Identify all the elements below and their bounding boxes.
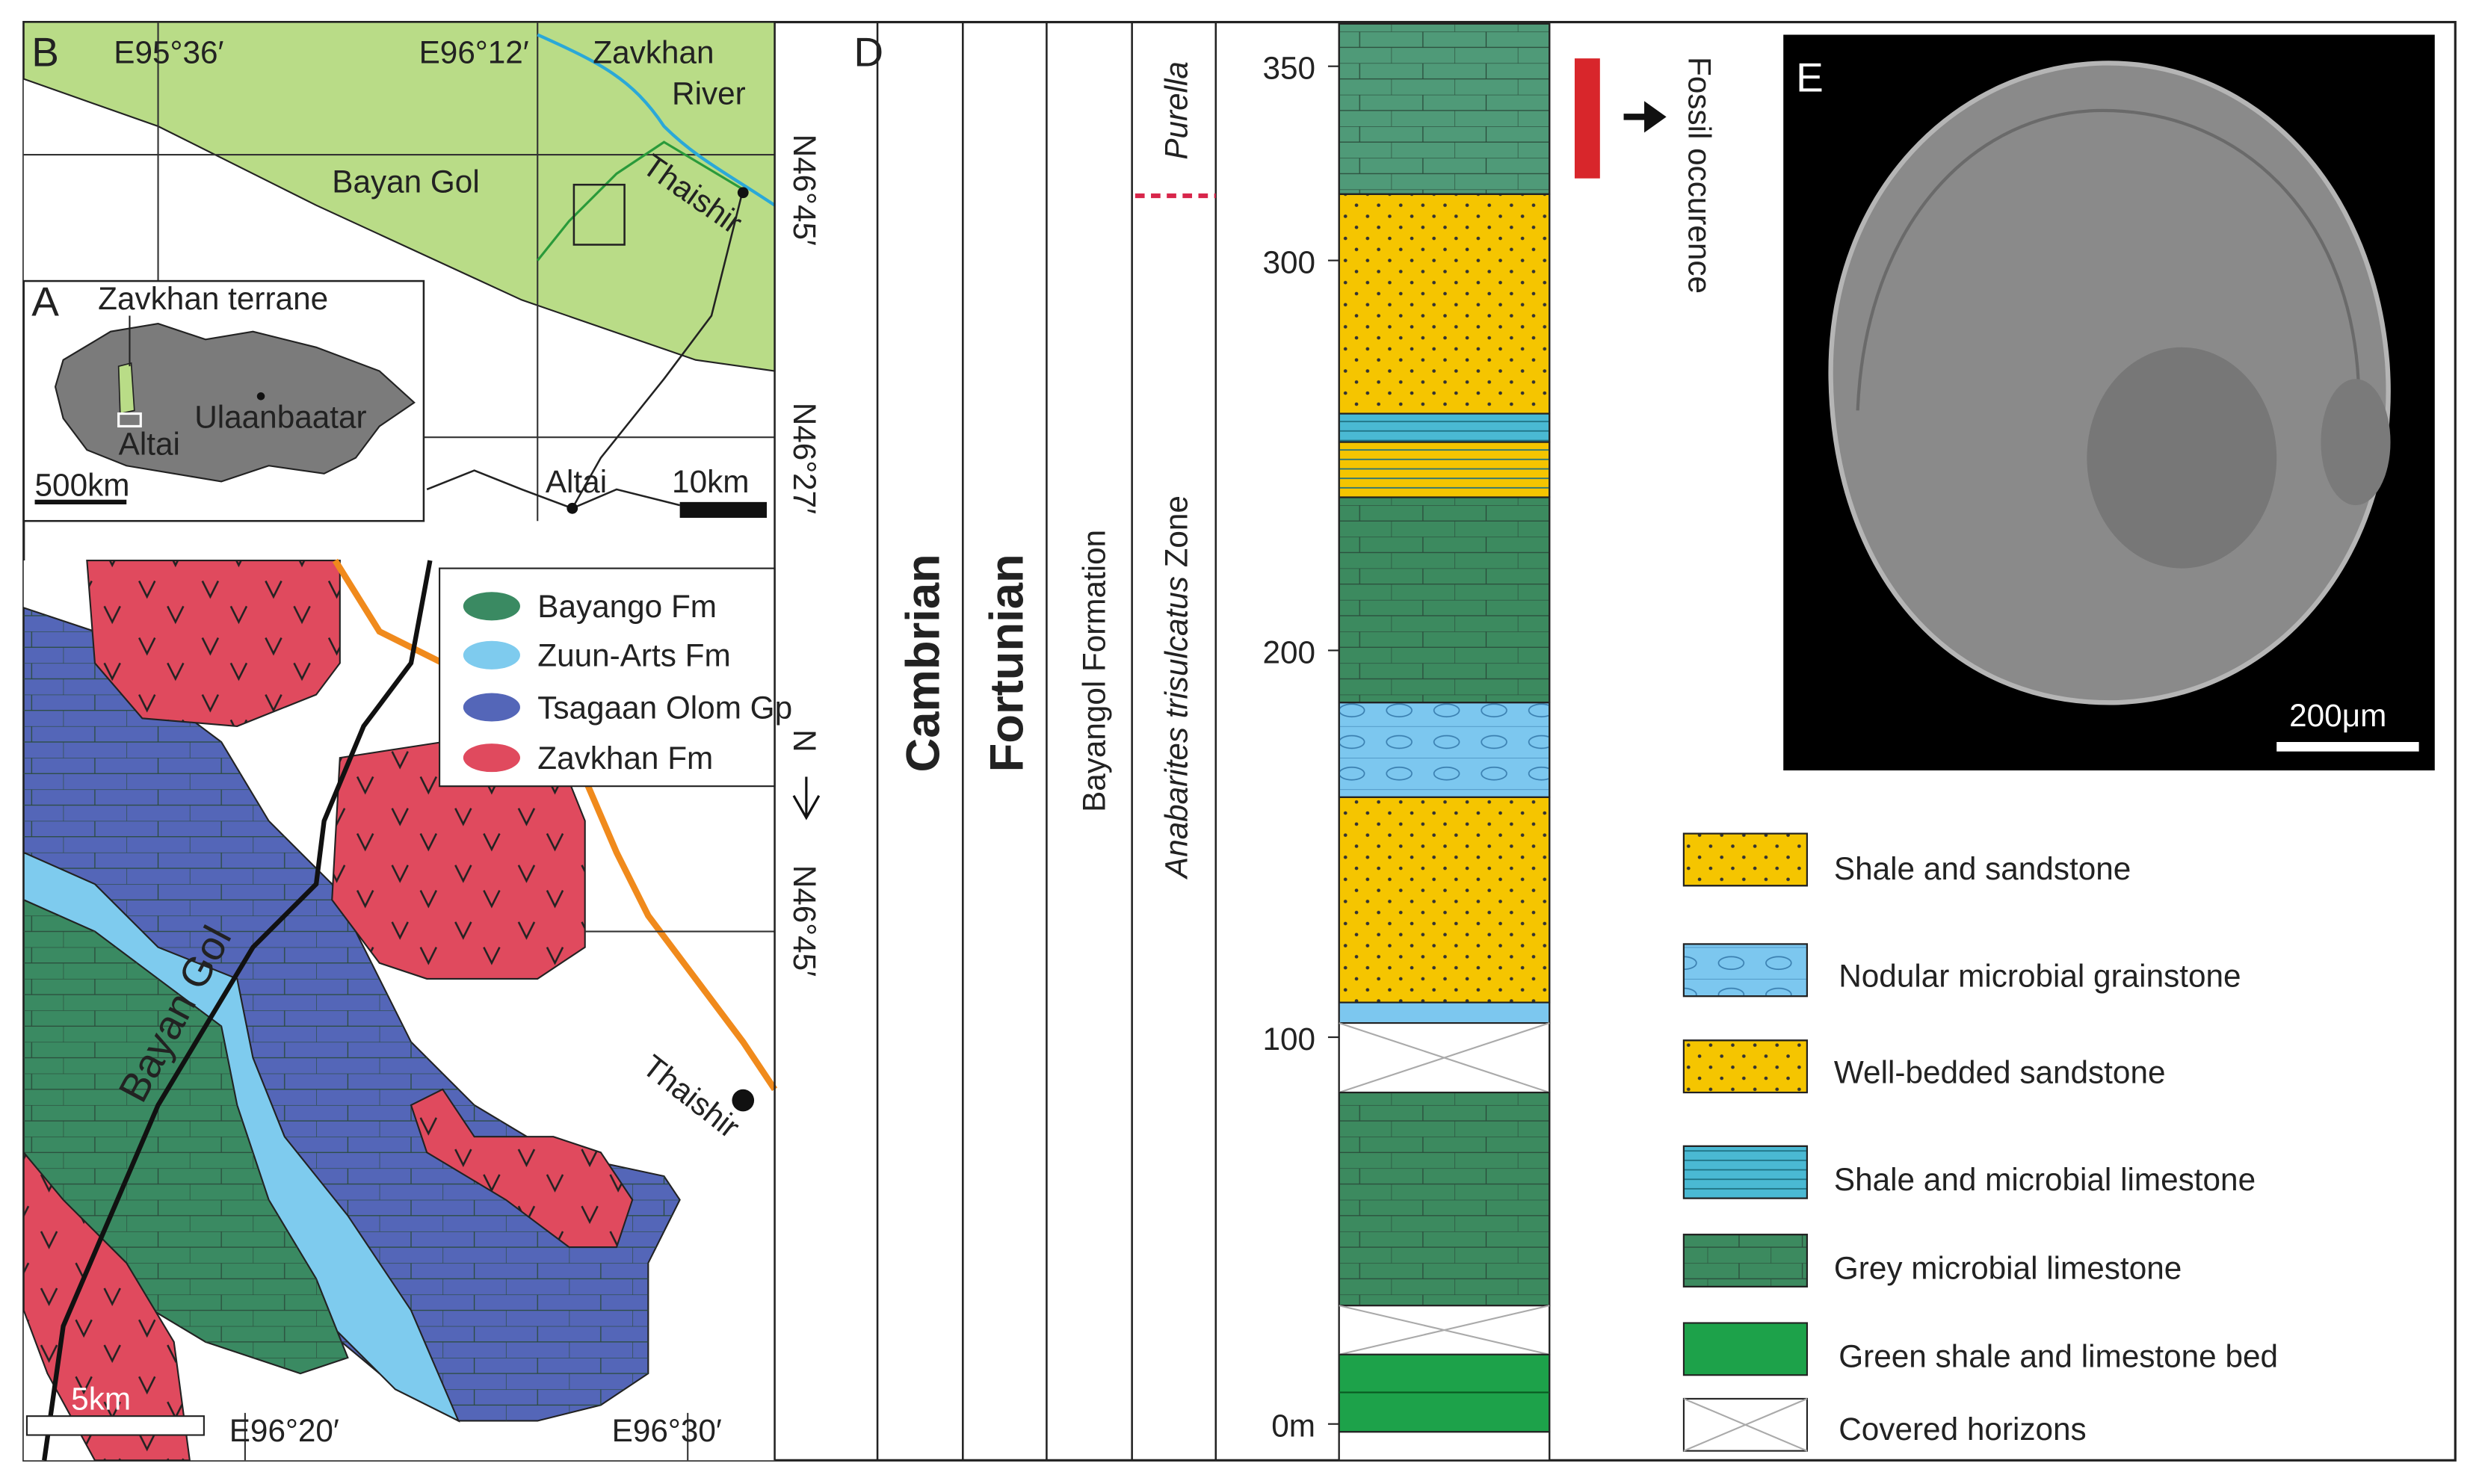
longitude: E95°36′	[114, 35, 223, 70]
legend-label: Shale and microbial limestone	[1834, 1162, 2256, 1197]
river-label: River	[672, 75, 746, 111]
panel-label: E	[1796, 55, 1824, 101]
legend-label: Bayango Fm	[537, 589, 717, 624]
scale-tick: 350	[1262, 51, 1315, 86]
upper-zone-label: Purella	[1159, 61, 1194, 159]
legend-label: Grey microbial limestone	[1834, 1250, 2182, 1285]
site-label: Bayan Gol	[332, 164, 479, 200]
latitude: N46°45′	[787, 865, 822, 977]
latitude: N46°45′	[787, 135, 822, 246]
legend-label: Tsagaan Olom Gp	[537, 690, 792, 725]
scale-label: 5km	[71, 1382, 131, 1417]
panel-label: D	[853, 29, 883, 75]
panel-label: A	[31, 279, 59, 325]
stage-label: Fortunian	[981, 554, 1034, 772]
scale-label: 200μm	[2289, 698, 2386, 733]
zone-word: Zone	[1159, 495, 1194, 567]
scale-tick: 300	[1262, 245, 1315, 280]
legend-label: Shale and sandstone	[1834, 851, 2131, 886]
scale-tick: 100	[1262, 1021, 1315, 1057]
north-label: N	[787, 729, 822, 752]
panel-label: C	[31, 570, 61, 616]
capital-label: Ulaanbaatar	[194, 400, 366, 435]
lithology-legend	[1682, 832, 1808, 1452]
zone-taxon: Anabarites trisulcatus	[1159, 576, 1194, 880]
longitude: E96°20′	[229, 1413, 339, 1448]
inset-a	[22, 279, 425, 522]
system-label: Cambrian	[898, 554, 950, 772]
legend-label: Green shale and limestone bed	[1839, 1339, 2278, 1374]
legend-label: Covered horizons	[1839, 1412, 2086, 1447]
scale-tick: 200	[1262, 634, 1315, 670]
legend-label: Well-bedded sandstone	[1834, 1054, 2166, 1089]
legend-label: Zuun-Arts Fm	[537, 638, 730, 673]
river-label: Zavkhan	[593, 35, 714, 70]
formation-label: Bayangol Formation	[1077, 530, 1112, 812]
fossil-label: Fossil occurence	[1682, 57, 1717, 294]
terrane-label: Zavkhan terrane	[98, 281, 328, 316]
legend-label: Nodular microbial grainstone	[1839, 959, 2241, 994]
latitude: N46°27′	[787, 403, 822, 514]
legend-label: Zavkhan Fm	[537, 741, 713, 776]
map-c	[22, 558, 821, 1462]
city-label: Altai	[119, 427, 180, 462]
scale-label: 10km	[672, 464, 749, 499]
longitude: E96°12′	[419, 35, 529, 70]
scale-label: 500km	[35, 467, 130, 502]
scale-tick: 0m	[1271, 1409, 1315, 1444]
zone-label: Anabarites trisulcatus Zone	[1159, 495, 1194, 880]
city-label: Altai	[546, 464, 607, 499]
panel-label: B	[31, 29, 59, 75]
longitude: E96°30′	[612, 1413, 722, 1448]
fossil-image	[1783, 34, 2435, 771]
column-d	[774, 22, 1667, 1462]
